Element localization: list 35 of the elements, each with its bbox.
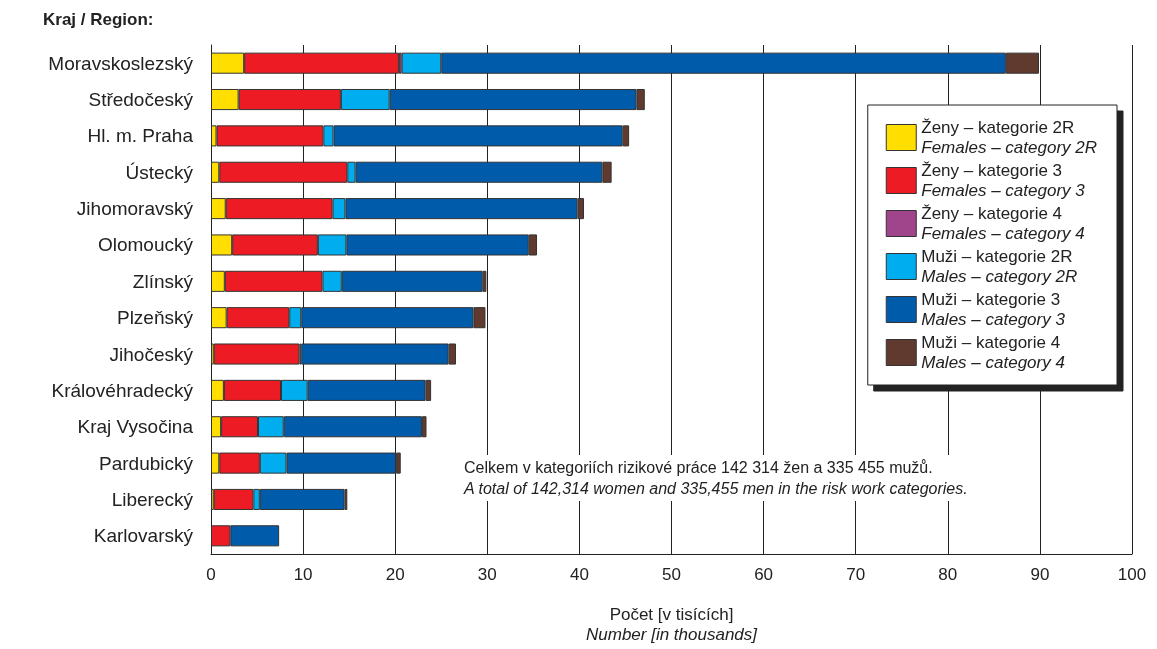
legend-label: Muži – kategorie 2R Males – category 2R	[921, 247, 1078, 286]
y-tick-label: Královéhradecký	[51, 379, 194, 401]
legend-label: Ženy – kategorie 2R Females – category 2R	[921, 118, 1098, 157]
y-tick-label: Moravskoslezský	[48, 52, 194, 74]
y-tick-label: Liberecký	[111, 488, 194, 510]
y-tick-label: Jihočeský	[109, 343, 194, 365]
x-tick-label: 60	[754, 565, 774, 584]
legend-label: Ženy – kategorie 4 Females – category 4	[921, 204, 1085, 243]
y-tick-label: Ústecký	[125, 161, 194, 183]
y-tick-label: Zlínský	[132, 270, 194, 292]
y-tick-label: Karlovarský	[93, 525, 194, 547]
y-tick-label: Středočeský	[88, 89, 194, 111]
x-tick-label: 40	[569, 565, 589, 584]
x-tick-label: 30	[477, 565, 497, 584]
x-tick-label: 90	[1030, 565, 1050, 584]
annotation: Celkem v kategoriích rizikové práce 142 314 žen a 335 455 mužů. A total of 142,314 women and 335,455 men in the risk work categories.	[463, 459, 968, 497]
y-tick-label: Hl. m. Praha	[87, 125, 194, 147]
legend-label: Ženy – kategorie 3 Females – category 3	[921, 161, 1086, 200]
y-tick-label: Jihomoravský	[76, 198, 194, 220]
legend-label: Muži – kategorie 4 Males – category 4	[921, 333, 1065, 372]
x-tick-label: 0	[206, 565, 216, 584]
x-tick-label: 80	[938, 565, 958, 584]
x-tick-label: 100	[1117, 565, 1147, 584]
x-tick-label: 10	[293, 565, 313, 584]
legend-label: Muži – kategorie 3 Males – category 3	[921, 290, 1066, 329]
chart-title: Kraj / Region:	[43, 10, 154, 29]
y-tick-label: Kraj Vysočina	[77, 416, 194, 438]
y-tick-label: Olomoucký	[97, 234, 194, 256]
x-axis-title: Počet [v tisících] Number [in thousands]	[585, 604, 759, 644]
y-tick-label: Plzeňský	[116, 307, 194, 329]
x-tick-label: 70	[846, 565, 866, 584]
y-tick-label: Pardubický	[99, 452, 194, 474]
bar	[213, 343, 300, 365]
x-tick-label: 20	[385, 565, 405, 584]
x-tick-label: 50	[662, 565, 681, 584]
